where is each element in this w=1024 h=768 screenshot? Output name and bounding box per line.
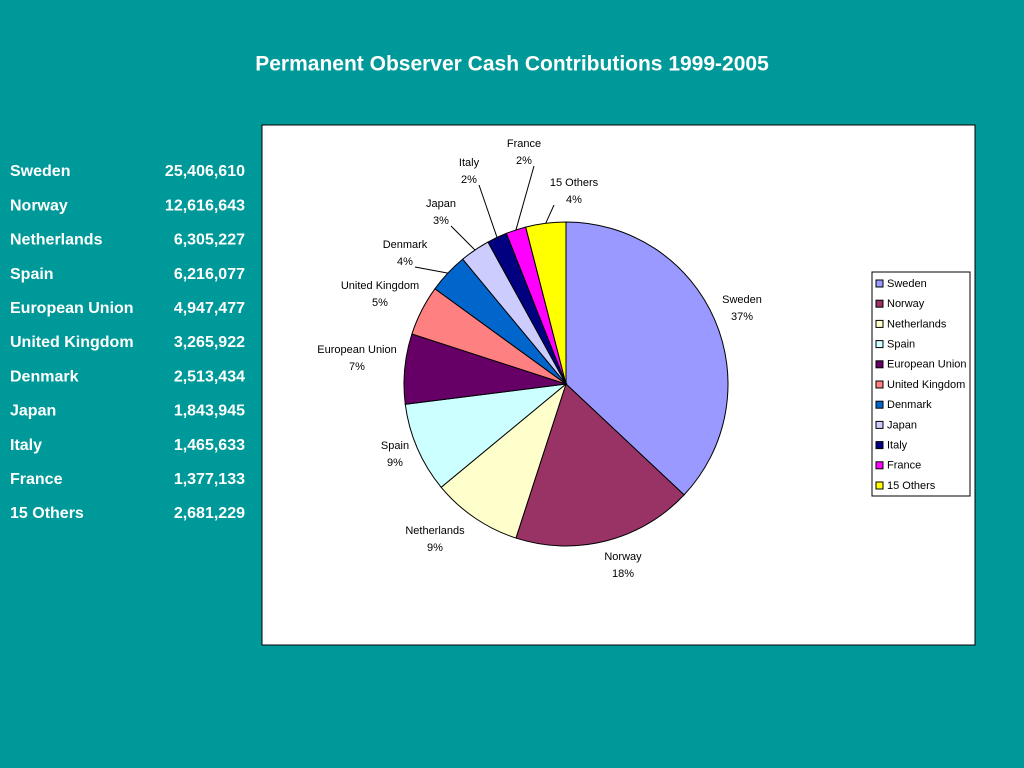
legend-label: 15 Others [887,480,936,492]
slice-label: United Kingdom [341,280,419,292]
legend-swatch [875,400,884,409]
legend-label: European Union [887,359,967,371]
table-name: 15 Others [10,505,84,522]
slice-label: 15 Others [550,177,599,189]
slice-label: Denmark [383,239,428,251]
slice-label: Italy [459,157,480,169]
table-value: 12,616,643 [165,197,245,214]
slice-label: Norway [604,551,642,563]
leader-line [515,165,535,231]
table-value: 6,216,077 [174,266,245,283]
legend-label: France [887,460,921,472]
leader-line [414,266,448,274]
legend-label: Japan [887,419,917,431]
table-value: 3,265,922 [174,334,245,351]
slice-label: Spain [381,440,409,452]
table-value: 1,377,133 [174,471,245,488]
pie-slice [404,383,568,488]
table-value: 2,513,434 [174,368,245,385]
slice-value-label: 7% [349,361,365,373]
leader-line [545,204,555,224]
slide-title: Permanent Observer Cash Contributions 19… [255,53,769,76]
slice-value-label: 4% [397,256,413,268]
slice-value-label: 9% [427,542,443,554]
table-value: 25,406,610 [165,163,245,180]
slice-label: Japan [426,198,456,210]
slice-label: France [507,138,541,150]
leader-line [450,225,476,251]
slice-value-label: 18% [612,568,634,580]
slice-value-label: 37% [731,311,753,323]
legend-swatch [875,319,884,328]
legend-swatch [875,481,884,490]
slice-label: European Union [317,344,397,356]
legend-label: United Kingdom [887,379,965,391]
table-name: Italy [10,437,42,454]
table-value: 1,843,945 [174,403,245,420]
pie-slice [515,383,685,547]
legend-box [871,271,971,497]
pie-slice [525,221,567,385]
slice-value-label: 3% [433,215,449,227]
table-name: United Kingdom [10,334,134,351]
table-value: 6,305,227 [174,232,245,249]
legend-label: Italy [887,440,908,452]
legend-label: Denmark [887,399,932,411]
table-name: Sweden [10,163,70,180]
legend-swatch [875,380,884,389]
table-name: Japan [10,403,56,420]
legend-label: Norway [887,298,925,310]
legend-swatch [875,441,884,450]
table-name: Norway [10,197,68,214]
slice-value-label: 9% [387,457,403,469]
leader-line [478,184,498,238]
slice-label: Netherlands [405,525,465,537]
slice-label: Sweden [722,294,762,306]
slice-value-label: 5% [372,297,388,309]
slice-value-label: 2% [516,155,532,167]
slice-value-label: 2% [461,174,477,186]
slice-value-label: 4% [566,194,582,206]
legend-label: Sweden [887,278,927,290]
pie-slice [440,382,568,539]
pie-slice [565,221,729,496]
table-name: Netherlands [10,232,103,249]
table-name: Denmark [10,368,79,385]
table-name: Spain [10,266,54,283]
table-name: France [10,471,63,488]
legend-swatch [875,360,884,369]
legend-label: Netherlands [887,318,947,330]
legend-swatch [875,461,884,470]
legend-swatch [875,299,884,308]
table-value: 1,465,633 [174,437,245,454]
table-name: European Union [10,300,134,317]
legend-label: Spain [887,339,915,351]
table-value: 4,947,477 [174,300,245,317]
table-value: 2,681,229 [174,505,245,522]
legend-swatch [875,340,884,349]
legend-swatch [875,279,884,288]
legend-swatch [875,420,884,429]
